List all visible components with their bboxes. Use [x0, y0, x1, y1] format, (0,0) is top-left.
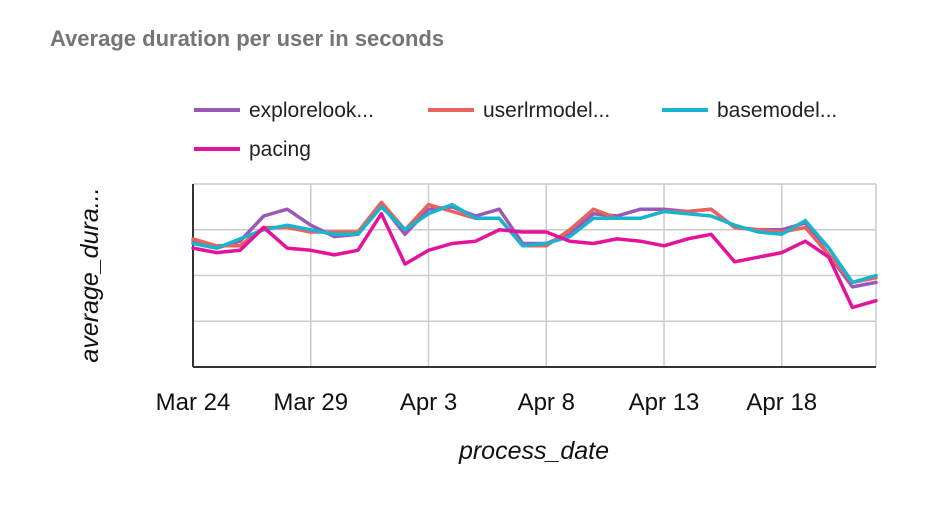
series-line-basemodel: [191, 202, 878, 285]
x-axis-title: process_date: [458, 437, 609, 465]
legend-item-pacing: pacing: [194, 138, 311, 161]
x-tick-label: Apr 8: [518, 389, 575, 416]
legend-item-userlrmodel: userlrmodel...: [428, 99, 610, 122]
x-tick-label: Mar 24: [156, 389, 231, 416]
legend-label: userlrmodel...: [483, 99, 610, 122]
legend-label: explorelook...: [249, 99, 374, 122]
series-line-pacing: [191, 211, 878, 310]
x-tick-label: Mar 29: [273, 389, 348, 416]
chart-title: Average duration per user in seconds: [50, 26, 444, 51]
plot-area: Mar 24 Mar 29 Apr 3 Apr 8 Apr 13 Apr 18: [156, 183, 878, 416]
legend-label: basemodel...: [717, 99, 837, 122]
y-axis-title: average_dura...: [76, 187, 104, 362]
x-tick-label: Apr 18: [746, 389, 817, 416]
legend-item-explorelook: explorelook...: [194, 99, 374, 122]
legend-item-basemodel: basemodel...: [662, 99, 837, 122]
x-tick-label: Apr 3: [400, 389, 457, 416]
legend-label: pacing: [249, 138, 311, 161]
x-tick-label: Apr 13: [629, 389, 700, 416]
legend: explorelook... userlrmodel... basemodel...…: [194, 99, 837, 161]
